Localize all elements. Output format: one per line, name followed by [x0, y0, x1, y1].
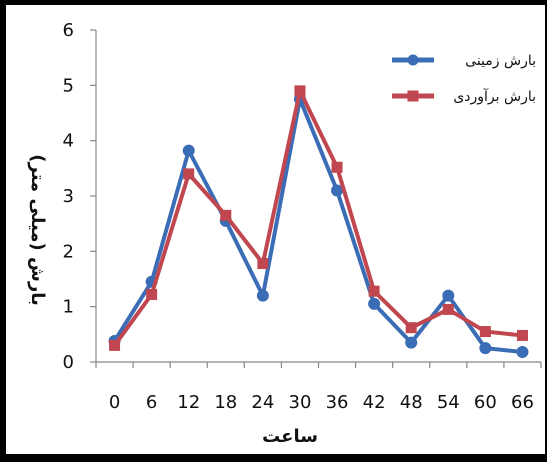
data-point	[368, 297, 381, 310]
y-axis-label: بارش (میلی متر)	[27, 154, 48, 305]
y-tick-label: 0	[63, 352, 74, 373]
x-tick-label: 60	[474, 392, 497, 413]
y-tick-label: 1	[63, 297, 74, 318]
x-tick-label: 42	[363, 392, 386, 413]
data-point	[405, 322, 417, 334]
series-layer	[108, 85, 529, 359]
data-point	[516, 329, 528, 341]
x-tick-label: 66	[511, 392, 534, 413]
x-tick-label: 0	[109, 392, 120, 413]
data-point	[442, 303, 454, 315]
legend-label: بارش برآوردی	[453, 88, 536, 105]
series-2	[109, 85, 528, 351]
x-tick-label: 36	[326, 392, 349, 413]
data-point	[257, 258, 269, 270]
x-tick-label: 30	[289, 392, 312, 413]
data-point	[220, 209, 232, 221]
x-tick-label: 48	[400, 392, 423, 413]
legend: بارش زمینی بارش برآوردی	[392, 53, 536, 105]
data-point	[405, 336, 418, 349]
x-axis-label: ساعت	[262, 426, 318, 447]
data-point	[368, 285, 380, 297]
data-point	[146, 288, 158, 300]
data-point	[109, 339, 121, 351]
data-point	[183, 168, 195, 180]
x-tick-label: 12	[177, 392, 200, 413]
legend-marker	[407, 90, 419, 102]
x-tick-label: 24	[251, 392, 274, 413]
legend-marker	[407, 54, 419, 66]
y-tick-label: 6	[63, 20, 74, 41]
data-point	[182, 144, 195, 157]
y-tick-label: 2	[63, 241, 74, 262]
series-line	[112, 97, 523, 355]
data-point	[479, 326, 491, 338]
y-tick-label: 4	[63, 131, 74, 152]
data-point	[294, 85, 306, 97]
y-tick-label: 3	[63, 186, 74, 207]
y-tick-label: 5	[63, 75, 74, 96]
data-point	[256, 289, 269, 302]
x-tick-label: 18	[214, 392, 237, 413]
x-tick-label: 54	[437, 392, 460, 413]
legend-label: بارش زمینی	[465, 53, 536, 69]
data-point	[516, 346, 529, 359]
data-point	[479, 342, 492, 355]
data-point	[331, 161, 343, 173]
series-line	[112, 88, 523, 347]
data-point	[442, 289, 455, 302]
x-tick-label: 6	[146, 392, 157, 413]
